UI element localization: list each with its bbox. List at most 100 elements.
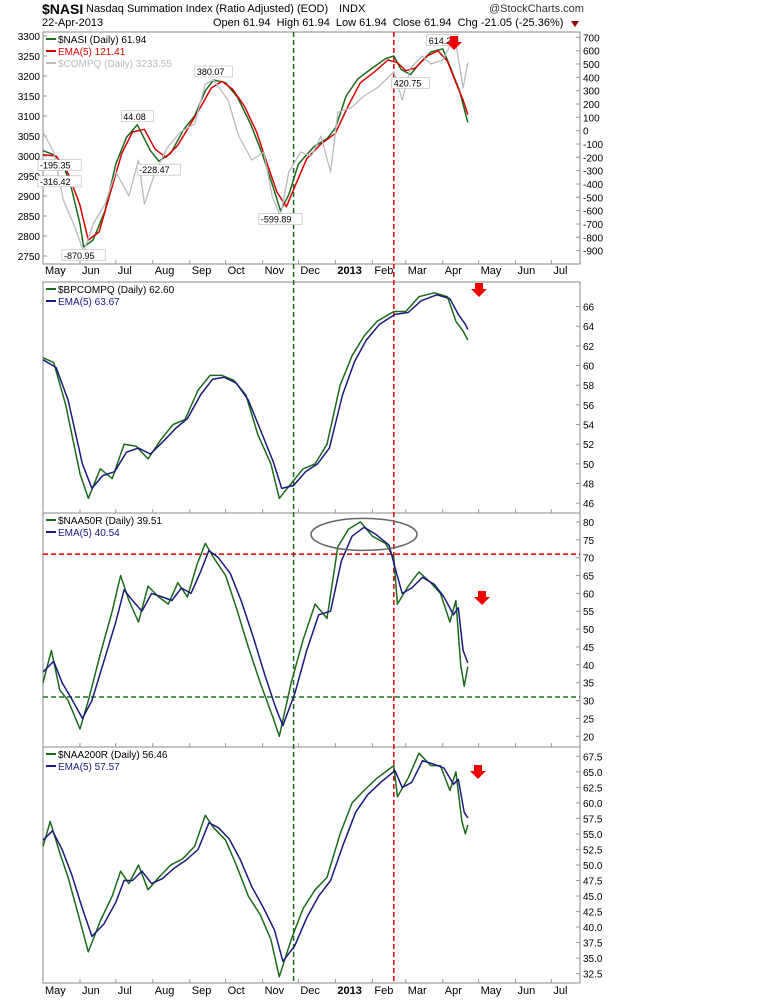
legend-entry: $BPCOMPQ (Daily) 62.60 bbox=[58, 285, 175, 296]
series-compq bbox=[42, 35, 469, 253]
point-label: -599.89 bbox=[261, 215, 292, 225]
x-tick-label-top: May bbox=[45, 265, 66, 277]
y-tick-label-right: 65 bbox=[583, 572, 595, 583]
x-tick-label-top: Nov bbox=[265, 265, 285, 277]
red-down-arrow-icon bbox=[470, 765, 486, 779]
y-tick-label-right: 60 bbox=[583, 589, 595, 600]
chart-header: $NASI Nasdaq Summation Index (Ratio Adju… bbox=[0, 0, 770, 32]
point-label-box bbox=[37, 159, 82, 171]
point-label-box bbox=[194, 65, 233, 78]
y-tick-label-left: 2900 bbox=[18, 192, 41, 203]
y-tick-label-right: 0 bbox=[583, 127, 589, 138]
legend-entry: $COMPQ (Daily) 3233.55 bbox=[58, 59, 172, 70]
point-label-box bbox=[426, 34, 460, 47]
y-tick-label-right: 70 bbox=[583, 554, 595, 565]
y-tick-label-right: 25 bbox=[583, 714, 595, 725]
y-tick-label-right: 47.5 bbox=[583, 877, 603, 888]
legend-entry: $NASI (Daily) 61.94 bbox=[58, 35, 147, 46]
y-tick-label-right: 46 bbox=[583, 499, 595, 510]
point-label: -870.95 bbox=[64, 251, 95, 261]
x-tick-label-bottom: Jun bbox=[518, 985, 536, 997]
highlight-ellipse bbox=[310, 517, 418, 552]
x-tick-label-top: May bbox=[481, 265, 502, 277]
series-bpcompq bbox=[42, 292, 469, 500]
y-tick-label-left: 2750 bbox=[18, 252, 41, 263]
series-naa200r bbox=[42, 752, 469, 978]
point-label-box bbox=[61, 249, 106, 262]
x-tick-label-bottom: Jul bbox=[118, 985, 132, 997]
panel-4-frame bbox=[42, 746, 581, 984]
exchange-label: INDX bbox=[339, 3, 366, 15]
panel-2-frame bbox=[42, 281, 581, 514]
x-tick-label-bottom: Feb bbox=[374, 985, 393, 997]
y-tick-label-right: 35.0 bbox=[583, 954, 603, 965]
y-tick-label-right: 55.0 bbox=[583, 830, 603, 841]
x-tick-label-top: 2013 bbox=[337, 265, 361, 277]
dropdown-triangle-icon[interactable] bbox=[571, 21, 579, 27]
y-tick-label-right: 52.5 bbox=[583, 845, 603, 856]
x-tick-label-top: Jul bbox=[553, 265, 567, 277]
y-tick-label-right: 45 bbox=[583, 643, 595, 654]
series-ema5 bbox=[42, 759, 469, 963]
index-name: Nasdaq Summation Index (Ratio Adjusted) … bbox=[86, 3, 329, 15]
y-tick-label-right: 700 bbox=[583, 33, 600, 44]
y-tick-label-right: 54 bbox=[583, 421, 595, 432]
x-tick-label-bottom: Apr bbox=[445, 985, 462, 997]
point-label: -195.35 bbox=[40, 161, 71, 171]
y-tick-label-right: 35 bbox=[583, 679, 595, 690]
y-tick-label-right: 37.5 bbox=[583, 939, 603, 950]
y-tick-label-left: 3250 bbox=[18, 52, 41, 63]
y-tick-label-right: 57.5 bbox=[583, 814, 603, 825]
x-tick-label-top: Jun bbox=[518, 265, 536, 277]
legend-entry: EMA(5) 63.67 bbox=[58, 297, 120, 308]
y-tick-label-left: 3100 bbox=[18, 112, 41, 123]
y-tick-label-right: 45.0 bbox=[583, 892, 603, 903]
x-tick-label-bottom: Dec bbox=[300, 985, 320, 997]
y-tick-label-right: -700 bbox=[583, 220, 603, 231]
red-down-arrow-icon bbox=[446, 36, 462, 50]
brand-logo: @StockCharts.com bbox=[489, 3, 584, 15]
y-tick-label-left: 3000 bbox=[18, 152, 41, 163]
y-tick-label-right: 50.0 bbox=[583, 861, 603, 872]
y-tick-label-right: -100 bbox=[583, 140, 603, 151]
y-tick-label-right: -300 bbox=[583, 167, 603, 178]
legend-entry: EMA(5) 121.41 bbox=[58, 47, 126, 58]
y-tick-label-right: 67.5 bbox=[583, 752, 603, 763]
y-tick-label-right: 400 bbox=[583, 73, 600, 84]
x-tick-label-top: Jul bbox=[118, 265, 132, 277]
x-tick-label-top: Jun bbox=[82, 265, 100, 277]
panel-1-nasi: 700 600 500 400 300 200 100 0 -100 -200 -300 -400 -5… bbox=[18, 32, 604, 263]
y-tick-label-right: 56 bbox=[583, 401, 595, 412]
date-label: 22-Apr-2013 bbox=[42, 17, 104, 29]
panel-3-frame bbox=[42, 512, 581, 748]
y-tick-label-right: -900 bbox=[583, 247, 603, 258]
panel-3-naa50r: 80 75 70 65 60 55 50 45 40 35 30 25 20 $NAA50R (Daily… bbox=[42, 516, 595, 743]
red-down-arrow-icon bbox=[474, 591, 490, 605]
x-tick-label-bottom: May bbox=[481, 985, 502, 997]
series-ema5 bbox=[42, 526, 469, 727]
symbol-title: $NASI bbox=[42, 1, 84, 17]
x-tick-label-top: Oct bbox=[228, 265, 245, 277]
y-tick-label-right: 40 bbox=[583, 661, 595, 672]
y-tick-label-left: 3150 bbox=[18, 92, 41, 103]
x-tick-label-bottom: May bbox=[45, 985, 66, 997]
legend-entry: EMA(5) 57.57 bbox=[58, 762, 120, 773]
y-tick-label-right: 100 bbox=[583, 113, 600, 124]
y-tick-label-right: 300 bbox=[583, 87, 600, 98]
y-tick-label-right: 20 bbox=[583, 732, 595, 743]
point-label: 614.2 bbox=[429, 36, 452, 46]
legend-entry: $NAA50R (Daily) 39.51 bbox=[58, 516, 162, 527]
legend-entry: $NAA200R (Daily) 56.46 bbox=[58, 750, 168, 761]
y-tick-label-right: 55 bbox=[583, 607, 595, 618]
y-tick-label-right: 64 bbox=[583, 322, 595, 333]
y-tick-label-right: 32.5 bbox=[583, 970, 603, 981]
x-tick-label-top: Aug bbox=[155, 265, 175, 277]
y-tick-label-right: 42.5 bbox=[583, 908, 603, 919]
x-tick-label-top: Dec bbox=[300, 265, 320, 277]
x-tick-label-bottom: Aug bbox=[155, 985, 175, 997]
y-tick-label-left: 3050 bbox=[18, 132, 41, 143]
y-tick-label-left: 2950 bbox=[18, 172, 41, 183]
y-tick-label-right: 40.0 bbox=[583, 923, 603, 934]
x-tick-label-top: Mar bbox=[408, 265, 427, 277]
